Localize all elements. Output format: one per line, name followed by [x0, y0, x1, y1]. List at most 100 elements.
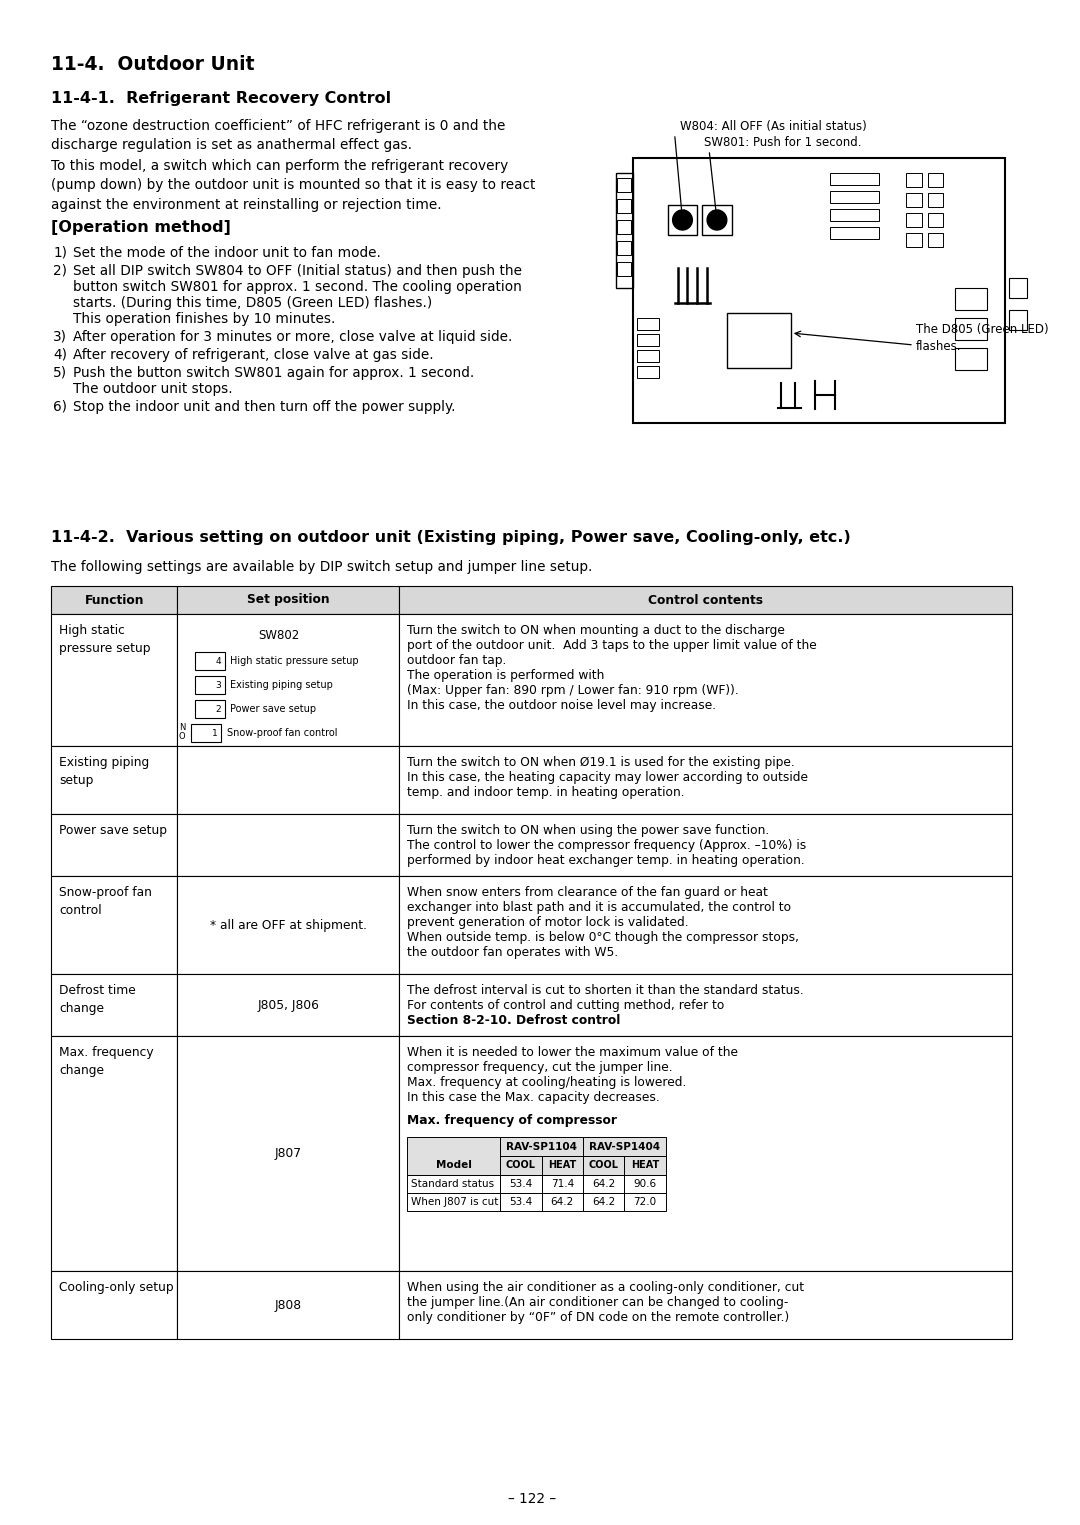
Bar: [399, 814, 1012, 875]
Bar: [702, 204, 732, 235]
Text: Existing piping
setup: Existing piping setup: [59, 756, 149, 787]
Bar: [191, 726, 205, 740]
Text: Standard status: Standard status: [410, 1179, 494, 1190]
Text: After operation for 3 minutes or more, close valve at liquid side.: After operation for 3 minutes or more, c…: [72, 329, 512, 345]
Text: 2): 2): [53, 264, 67, 278]
Bar: [51, 875, 177, 974]
Bar: [616, 172, 633, 288]
Text: 11-4-2.  Various setting on outdoor unit (Existing piping, Power save, Cooling-o: 11-4-2. Various setting on outdoor unit …: [51, 531, 851, 544]
Bar: [624, 1174, 665, 1193]
Bar: [51, 746, 177, 814]
Bar: [618, 178, 632, 192]
Bar: [928, 214, 944, 227]
Text: RAV-SP1104: RAV-SP1104: [507, 1142, 577, 1151]
Text: High static
pressure setup: High static pressure setup: [59, 624, 150, 656]
Bar: [618, 241, 632, 255]
Bar: [633, 159, 1004, 422]
Bar: [500, 1138, 583, 1156]
Bar: [956, 348, 987, 371]
Text: performed by indoor heat exchanger temp. in heating operation.: performed by indoor heat exchanger temp.…: [407, 854, 805, 868]
Bar: [831, 172, 879, 185]
Text: Snow-proof fan control: Snow-proof fan control: [227, 727, 337, 738]
Bar: [542, 1193, 583, 1211]
Text: .: .: [546, 1014, 551, 1026]
Text: the outdoor fan operates with W5.: the outdoor fan operates with W5.: [407, 946, 618, 959]
Text: When snow enters from clearance of the fan guard or heat: When snow enters from clearance of the f…: [407, 886, 768, 900]
Text: 2: 2: [216, 705, 221, 714]
Text: The operation is performed with: The operation is performed with: [407, 669, 604, 682]
Text: The D805 (Green LED)
flashes.: The D805 (Green LED) flashes.: [916, 323, 1049, 352]
Bar: [583, 1174, 624, 1193]
Text: The “ozone destruction coefficient” of HFC refrigerant is 0 and the
discharge re: The “ozone destruction coefficient” of H…: [51, 119, 505, 152]
Text: The following settings are available by DIP switch setup and jumper line setup.: The following settings are available by …: [51, 560, 593, 573]
Text: prevent generation of motor lock is validated.: prevent generation of motor lock is vali…: [407, 917, 688, 929]
Text: This operation finishes by 10 minutes.: This operation finishes by 10 minutes.: [72, 313, 335, 326]
Bar: [1010, 278, 1027, 297]
Bar: [51, 615, 177, 746]
Bar: [956, 319, 987, 340]
Text: Turn the switch to ON when Ø19.1 is used for the existing pipe.: Turn the switch to ON when Ø19.1 is used…: [407, 756, 795, 769]
Text: (Max: Upper fan: 890 rpm / Lower fan: 910 rpm (WF)).: (Max: Upper fan: 890 rpm / Lower fan: 91…: [407, 685, 739, 697]
Bar: [500, 1174, 542, 1193]
Bar: [399, 974, 1012, 1035]
Bar: [177, 586, 399, 615]
Text: COOL: COOL: [505, 1161, 536, 1171]
Bar: [399, 746, 1012, 814]
Bar: [195, 676, 225, 694]
Text: N
O: N O: [179, 723, 186, 741]
Text: temp. and indoor temp. in heating operation.: temp. and indoor temp. in heating operat…: [407, 785, 685, 799]
Text: When it is needed to lower the maximum value of the: When it is needed to lower the maximum v…: [407, 1046, 738, 1058]
Text: starts. (During this time, D805 (Green LED) flashes.): starts. (During this time, D805 (Green L…: [72, 296, 432, 310]
Text: Max. frequency at cooling/heating is lowered.: Max. frequency at cooling/heating is low…: [407, 1077, 686, 1089]
Text: In this case the Max. capacity decreases.: In this case the Max. capacity decreases…: [407, 1090, 660, 1104]
Text: 64.2: 64.2: [592, 1197, 616, 1206]
Bar: [407, 1193, 500, 1211]
Text: 3: 3: [216, 680, 221, 689]
Text: In this case, the outdoor noise level may increase.: In this case, the outdoor noise level ma…: [407, 698, 716, 712]
Bar: [667, 204, 698, 235]
Text: 72.0: 72.0: [634, 1197, 657, 1206]
Text: In this case, the heating capacity may lower according to outside: In this case, the heating capacity may l…: [407, 772, 808, 784]
Bar: [500, 1193, 542, 1211]
Text: button switch SW801 for approx. 1 second. The cooling operation: button switch SW801 for approx. 1 second…: [72, 281, 522, 294]
Bar: [542, 1174, 583, 1193]
Text: 3): 3): [53, 329, 67, 345]
Text: Set position: Set position: [246, 593, 329, 607]
Bar: [195, 653, 225, 669]
Bar: [618, 262, 632, 276]
Bar: [195, 700, 225, 718]
Text: 6): 6): [53, 400, 67, 413]
Text: J807: J807: [274, 1147, 301, 1161]
Text: RAV-SP1404: RAV-SP1404: [589, 1142, 660, 1151]
Bar: [637, 334, 659, 346]
Text: 90.6: 90.6: [634, 1179, 657, 1190]
Bar: [177, 746, 399, 814]
Bar: [618, 198, 632, 214]
Bar: [51, 974, 177, 1035]
Bar: [624, 1193, 665, 1211]
Text: 64.2: 64.2: [551, 1197, 573, 1206]
Bar: [51, 1035, 177, 1270]
Text: Snow-proof fan
control: Snow-proof fan control: [59, 886, 152, 917]
Circle shape: [673, 210, 692, 230]
Text: Turn the switch to ON when using the power save function.: Turn the switch to ON when using the pow…: [407, 824, 769, 837]
Text: HEAT: HEAT: [631, 1161, 659, 1171]
Text: When using the air conditioner as a cooling-only conditioner, cut: When using the air conditioner as a cool…: [407, 1281, 804, 1295]
Text: compressor frequency, cut the jumper line.: compressor frequency, cut the jumper lin…: [407, 1061, 673, 1074]
Bar: [399, 1270, 1012, 1339]
Bar: [831, 227, 879, 239]
Text: To this model, a switch which can perform the refrigerant recovery
(pump down) b: To this model, a switch which can perfor…: [51, 159, 536, 212]
Text: only conditioner by “0F” of DN code on the remote controller.): only conditioner by “0F” of DN code on t…: [407, 1312, 789, 1324]
Text: 11-4.  Outdoor Unit: 11-4. Outdoor Unit: [51, 55, 255, 75]
Bar: [542, 1156, 583, 1174]
Text: Function: Function: [84, 593, 144, 607]
Bar: [177, 974, 399, 1035]
Text: 64.2: 64.2: [592, 1179, 616, 1190]
Text: 4): 4): [53, 348, 67, 361]
Text: Set all DIP switch SW804 to OFF (Initial status) and then push the: Set all DIP switch SW804 to OFF (Initial…: [72, 264, 522, 278]
Bar: [583, 1156, 624, 1174]
Bar: [928, 233, 944, 247]
Text: port of the outdoor unit.  Add 3 taps to the upper limit value of the: port of the outdoor unit. Add 3 taps to …: [407, 639, 816, 653]
Bar: [618, 220, 632, 233]
Text: Existing piping setup: Existing piping setup: [230, 680, 334, 689]
